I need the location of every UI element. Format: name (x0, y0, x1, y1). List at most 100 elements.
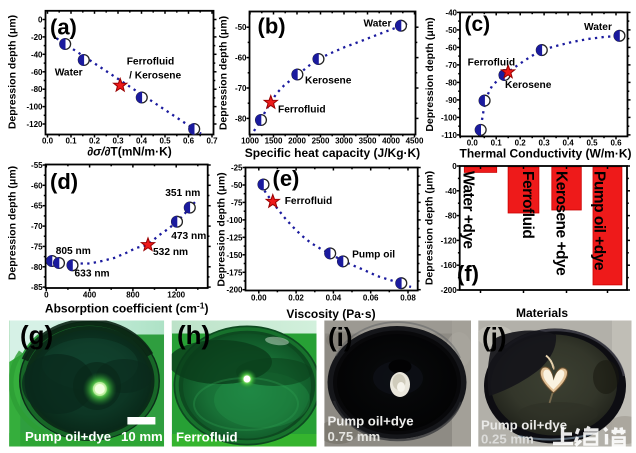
svg-text:Ferrofluid: Ferrofluid (285, 196, 333, 207)
svg-text:Materials: Materials (516, 306, 568, 320)
svg-text:Water +dye: Water +dye (460, 171, 477, 249)
svg-text:-80: -80 (31, 263, 43, 272)
svg-text:-60: -60 (445, 43, 457, 52)
svg-text:-80: -80 (445, 212, 457, 221)
svg-text:0.08: 0.08 (400, 294, 416, 303)
svg-text:0.4: 0.4 (563, 139, 575, 148)
svg-text:Water: Water (584, 22, 612, 33)
svg-text:-50: -50 (235, 23, 247, 32)
svg-text:Ferrofluid: Ferrofluid (519, 171, 536, 238)
svg-text:805 nm: 805 nm (56, 246, 91, 257)
svg-text:Depression depth (μm): Depression depth (μm) (6, 166, 18, 280)
svg-text:0.25 mm: 0.25 mm (481, 432, 534, 447)
svg-text:Ferrofluid: Ferrofluid (468, 58, 516, 69)
svg-text:0: 0 (452, 162, 457, 171)
svg-text:3000: 3000 (335, 137, 353, 146)
svg-text:0.0: 0.0 (467, 139, 479, 148)
svg-text:-120: -120 (26, 120, 43, 129)
svg-text:Depression depth (μm): Depression depth (μm) (216, 172, 228, 286)
svg-text:0.3: 0.3 (112, 137, 124, 146)
svg-text:0: 0 (38, 16, 43, 25)
svg-text:Kerosene: Kerosene (505, 80, 552, 91)
svg-text:-100: -100 (441, 113, 458, 122)
svg-text:0.5: 0.5 (159, 137, 171, 146)
svg-text:-60: -60 (31, 181, 43, 190)
svg-text:-120: -120 (441, 236, 458, 245)
svg-text:-70: -70 (31, 222, 43, 231)
svg-text:Water: Water (364, 19, 392, 30)
svg-text:(i): (i) (328, 322, 353, 352)
svg-text:Ferrofluid: Ferrofluid (176, 430, 238, 445)
svg-text:-150: -150 (226, 251, 243, 260)
svg-text:-110: -110 (441, 131, 457, 140)
svg-text:1000: 1000 (241, 137, 259, 146)
svg-text:-75: -75 (231, 198, 243, 207)
svg-text:351 nm: 351 nm (165, 188, 200, 199)
svg-text:(a): (a) (50, 15, 77, 40)
svg-text:(e): (e) (273, 166, 300, 191)
svg-text:(g): (g) (20, 320, 53, 350)
svg-text:Depression depth (μm): Depression depth (μm) (424, 171, 436, 285)
svg-text:-20: -20 (31, 33, 43, 42)
svg-text:0.6: 0.6 (610, 139, 622, 148)
svg-text:0.0: 0.0 (42, 137, 54, 146)
svg-text:-25: -25 (231, 164, 243, 173)
svg-text:0.1: 0.1 (491, 139, 503, 148)
svg-text:Depression depth (μm): Depression depth (μm) (218, 16, 230, 130)
svg-text:-100: -100 (26, 103, 43, 112)
svg-text:(c): (c) (465, 13, 491, 36)
svg-text:10 mm: 10 mm (121, 429, 163, 444)
svg-text:Kerosene +dye: Kerosene +dye (552, 171, 569, 276)
svg-text:-65: -65 (31, 202, 43, 211)
svg-text:-40: -40 (445, 8, 457, 17)
svg-text:Specific heat capacity (J/Kg·K: Specific heat capacity (J/Kg·K) (245, 146, 420, 160)
svg-text:-80: -80 (445, 78, 457, 87)
svg-text:0.06: 0.06 (363, 294, 379, 303)
svg-text:633 nm: 633 nm (75, 269, 110, 280)
svg-text:0.2: 0.2 (89, 137, 101, 146)
svg-text:-40: -40 (31, 50, 43, 59)
svg-text:Pump oil+dye: Pump oil+dye (481, 418, 567, 433)
svg-text:400: 400 (83, 291, 97, 300)
svg-text:1500: 1500 (265, 137, 283, 146)
svg-text:(h): (h) (177, 320, 210, 350)
svg-text:(j): (j) (482, 322, 507, 352)
svg-text:-85: -85 (31, 283, 43, 292)
svg-text:Ferrofluid: Ferrofluid (127, 57, 175, 68)
svg-text:(f): (f) (457, 261, 479, 286)
svg-text:/ Kerosene: / Kerosene (129, 71, 181, 82)
svg-text:0.7: 0.7 (206, 137, 218, 146)
svg-text:-70: -70 (445, 61, 457, 70)
svg-text:0.75 mm: 0.75 mm (328, 429, 381, 444)
svg-text:0.3: 0.3 (539, 139, 551, 148)
svg-text:-200: -200 (441, 286, 458, 295)
svg-text:-175: -175 (226, 268, 243, 277)
svg-text:-50: -50 (445, 26, 457, 35)
svg-text:Absorption coefficient (cm-1): Absorption coefficient (cm-1) (45, 301, 209, 316)
svg-text:0.04: 0.04 (326, 294, 342, 303)
svg-text:1200: 1200 (167, 291, 185, 300)
svg-text:-60: -60 (235, 54, 247, 63)
svg-text:473 nm: 473 nm (171, 231, 206, 242)
svg-text:-70: -70 (235, 84, 247, 93)
svg-text:(b): (b) (258, 14, 286, 39)
svg-text:0.6: 0.6 (183, 137, 195, 146)
svg-text:-200: -200 (226, 286, 243, 295)
svg-text:0.5: 0.5 (586, 139, 598, 148)
svg-text:0.02: 0.02 (288, 294, 304, 303)
svg-text:-160: -160 (441, 261, 458, 270)
svg-text:Pump oil+dye: Pump oil+dye (25, 429, 111, 444)
svg-text:-125: -125 (226, 233, 243, 242)
svg-text:0.1: 0.1 (65, 137, 77, 146)
svg-text:Pump oil+dye: Pump oil+dye (328, 414, 414, 429)
svg-text:Kerosene: Kerosene (305, 76, 352, 87)
svg-text:0.2: 0.2 (515, 139, 527, 148)
svg-text:-80: -80 (31, 85, 43, 94)
svg-text:∂σ/∂T(mN/m·K): ∂σ/∂T(mN/m·K) (87, 145, 171, 159)
svg-text:Depression depth (μm): Depression depth (μm) (6, 15, 18, 129)
svg-text:0.00: 0.00 (251, 294, 267, 303)
svg-text:2000: 2000 (288, 137, 306, 146)
svg-text:Water: Water (55, 68, 83, 79)
svg-text:2500: 2500 (312, 137, 330, 146)
svg-text:Depression depth (μm): Depression depth (μm) (424, 17, 436, 131)
